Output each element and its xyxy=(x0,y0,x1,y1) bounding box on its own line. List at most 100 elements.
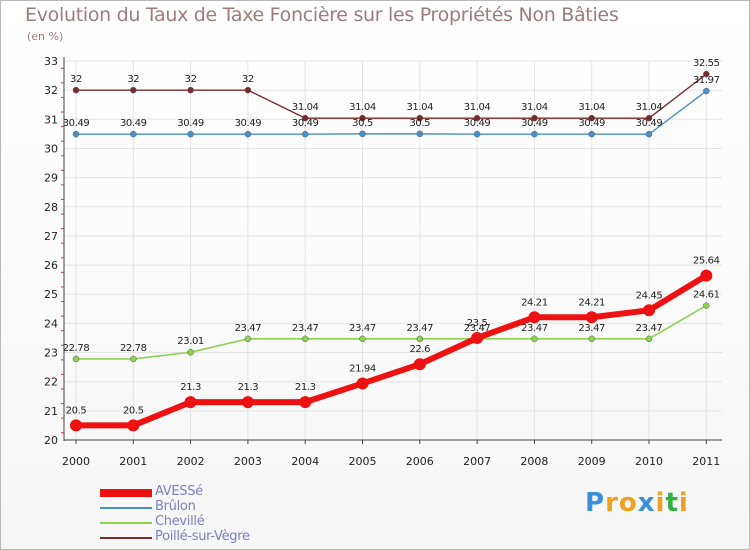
logo-letter: i xyxy=(655,488,666,518)
proxiti-logo: Proxiti xyxy=(585,488,689,518)
data-point-br-lon xyxy=(359,130,366,138)
data-point-poill-sur-v-gre xyxy=(531,114,538,122)
data-label-br-lon: 30.49 xyxy=(120,118,147,129)
data-label-avess-: 24.21 xyxy=(521,297,548,308)
y-tick-label: 31 xyxy=(44,113,58,126)
data-label-chevill-: 23.47 xyxy=(349,323,376,334)
y-tick-label: 22 xyxy=(44,376,58,389)
data-label-chevill-: 22.78 xyxy=(120,343,147,354)
data-point-avess- xyxy=(70,419,82,432)
data-label-chevill-: 23.47 xyxy=(521,323,548,334)
data-point-chevill- xyxy=(416,335,424,343)
data-label-chevill-: 23.47 xyxy=(578,323,605,334)
data-point-poill-sur-v-gre xyxy=(72,86,80,94)
series-line-chevill- xyxy=(76,304,707,360)
series-line-avess- xyxy=(76,273,708,429)
data-label-avess-: 23.5 xyxy=(467,318,488,329)
legend-swatch xyxy=(100,521,152,524)
series-line-poill-sur-v-gre xyxy=(76,73,707,119)
chart-title: Evolution du Taux de Taxe Foncière sur l… xyxy=(25,4,619,26)
data-point-poill-sur-v-gre xyxy=(645,114,653,122)
y-tick-label: 27 xyxy=(44,230,58,243)
data-point-poill-sur-v-gre xyxy=(244,86,252,94)
data-label-poill-sur-v-gre: 31.04 xyxy=(636,102,663,113)
logo-letter: P xyxy=(585,488,606,518)
data-point-chevill- xyxy=(244,335,252,343)
data-point-avess- xyxy=(184,396,197,409)
data-point-chevill- xyxy=(588,335,595,343)
data-point-br-lon xyxy=(531,130,538,138)
data-label-avess-: 21.94 xyxy=(349,363,376,374)
data-label-br-lon: 30.5 xyxy=(409,118,430,129)
data-point-br-lon xyxy=(473,130,481,138)
data-label-br-lon: 30.49 xyxy=(636,118,663,129)
legend-label: Poillé-sur-Vègre xyxy=(155,529,250,544)
data-label-poill-sur-v-gre: 31.04 xyxy=(406,102,433,113)
data-point-avess- xyxy=(700,269,713,282)
x-tick-label: 2003 xyxy=(234,455,262,468)
legend-label: AVESSé xyxy=(155,484,203,499)
logo-letter: t xyxy=(665,488,679,518)
y-tick-label: 23 xyxy=(44,347,58,360)
x-tick-label: 2000 xyxy=(62,455,90,468)
data-point-avess- xyxy=(127,419,140,432)
data-label-avess-: 25.64 xyxy=(693,256,720,267)
data-label-poill-sur-v-gre: 32 xyxy=(185,74,197,85)
data-label-poill-sur-v-gre: 32.55 xyxy=(693,58,720,69)
data-label-poill-sur-v-gre: 31.04 xyxy=(292,102,319,113)
data-label-poill-sur-v-gre: 31.04 xyxy=(521,102,548,113)
data-label-poill-sur-v-gre: 32 xyxy=(242,74,254,85)
y-tick-label: 32 xyxy=(44,84,58,97)
data-label-chevill-: 23.01 xyxy=(177,336,204,347)
y-axis-unit-label: (en %) xyxy=(27,30,64,43)
data-label-chevill-: 22.78 xyxy=(63,343,90,354)
data-point-avess- xyxy=(356,377,369,390)
data-point-avess- xyxy=(471,331,484,344)
data-label-avess-: 20.5 xyxy=(66,405,87,416)
logo-letter: o xyxy=(618,488,638,518)
data-label-poill-sur-v-gre: 32 xyxy=(70,74,82,85)
legend-swatch xyxy=(100,488,152,497)
data-label-br-lon: 30.49 xyxy=(63,118,90,129)
data-point-br-lon xyxy=(588,130,595,138)
data-point-poill-sur-v-gre xyxy=(703,70,710,78)
data-label-chevill-: 24.61 xyxy=(693,290,720,301)
legend-item-chevill-: Chevillé xyxy=(100,514,320,530)
data-point-chevill- xyxy=(531,335,538,343)
data-point-br-lon xyxy=(72,130,80,138)
data-label-br-lon: 31.97 xyxy=(693,75,720,86)
data-label-avess-: 21.3 xyxy=(295,382,316,393)
data-point-avess- xyxy=(413,358,426,371)
legend-swatch xyxy=(100,506,152,509)
data-point-chevill- xyxy=(645,335,653,343)
data-label-avess-: 24.21 xyxy=(578,297,605,308)
data-point-chevill- xyxy=(301,335,309,343)
x-tick-label: 2004 xyxy=(291,455,319,468)
data-point-br-lon xyxy=(703,87,710,95)
legend-swatch xyxy=(100,536,152,539)
data-label-poill-sur-v-gre: 32 xyxy=(127,74,139,85)
data-point-chevill- xyxy=(703,302,710,309)
data-point-br-lon xyxy=(645,130,653,138)
y-tick-label: 21 xyxy=(44,405,58,418)
data-point-chevill- xyxy=(359,335,366,343)
data-point-poill-sur-v-gre xyxy=(130,86,137,94)
logo-letter: r xyxy=(605,488,619,518)
series-line-br-lon xyxy=(76,90,707,135)
data-label-poill-sur-v-gre: 31.04 xyxy=(578,102,605,113)
data-label-poill-sur-v-gre: 31.04 xyxy=(349,102,376,113)
data-point-avess- xyxy=(643,304,655,317)
data-point-br-lon xyxy=(244,130,252,138)
y-tick-label: 26 xyxy=(44,259,58,272)
data-label-chevill-: 23.47 xyxy=(464,323,491,334)
data-label-chevill-: 23.47 xyxy=(406,323,433,334)
x-tick-label: 2005 xyxy=(349,455,377,468)
y-tick-label: 29 xyxy=(44,172,58,185)
legend-item-avess-: AVESSé xyxy=(100,484,320,500)
data-label-poill-sur-v-gre: 31.04 xyxy=(464,102,491,113)
data-point-poill-sur-v-gre xyxy=(588,114,595,122)
y-tick-label: 28 xyxy=(44,201,58,214)
x-tick-label: 2010 xyxy=(635,455,663,468)
